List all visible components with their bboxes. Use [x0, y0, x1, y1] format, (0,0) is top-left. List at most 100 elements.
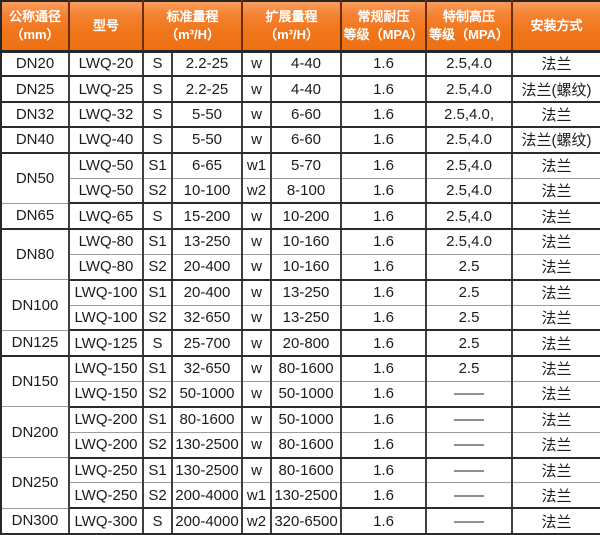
standard-range-cell: 20-400 — [172, 254, 244, 281]
extended-range-cell: 50-1000 — [271, 406, 343, 433]
normal-pressure-cell: 1.6 — [341, 228, 428, 255]
table-row: LWQ-200 S2 130-2500 w 80-1600 1.6 —— 法兰 — [1, 432, 600, 459]
model-cell: LWQ-150 — [69, 381, 144, 408]
high-pressure-cell: 2.5,4.0 — [426, 228, 514, 255]
diameter-cell: DN40 — [1, 127, 70, 154]
installation-cell: 法兰 — [512, 203, 600, 230]
installation-cell: 法兰 — [512, 178, 600, 205]
extended-range-cell: 80-1600 — [271, 457, 343, 484]
extended-range-cell: 5-70 — [271, 152, 343, 179]
diameter-cell: DN200 — [1, 406, 70, 458]
standard-range-cell: 2.2-25 — [172, 51, 244, 78]
extended-code-cell: w1 — [242, 152, 273, 179]
standard-range-cell: 10-100 — [172, 178, 244, 205]
table-body: DN20 LWQ-20 S 2.2-25 w 4-40 1.6 2.5,4.0 法兰 DN25 LW… — [1, 51, 600, 535]
extended-code-cell: w — [242, 330, 273, 357]
col-header-extended-range: 扩展量程 （m³/H） — [242, 1, 343, 53]
installation-cell: 法兰 — [512, 305, 600, 332]
table-row: DN100 LWQ-100 S1 20-400 w 13-250 1.6 2.5 法兰 — [1, 279, 600, 331]
standard-code-cell: S2 — [143, 381, 173, 408]
extended-range-cell: 320-6500 — [271, 508, 343, 535]
extended-code-cell: w2 — [242, 508, 273, 535]
table-row: DN20 LWQ-20 S 2.2-25 w 4-40 1.6 2.5,4.0 法兰 — [1, 51, 600, 78]
diameter-cell: DN20 — [1, 51, 70, 78]
standard-range-cell: 80-1600 — [172, 406, 244, 433]
standard-code-cell: S1 — [143, 355, 173, 382]
extended-code-cell: w — [242, 355, 273, 382]
extended-code-cell: w — [242, 228, 273, 255]
standard-code-cell: S — [143, 330, 173, 357]
diameter-cell: DN300 — [1, 508, 70, 535]
extended-code-cell: w — [242, 432, 273, 459]
high-pressure-cell: 2.5 — [426, 254, 514, 281]
diameter-cell: DN65 — [1, 203, 70, 230]
table-row: LWQ-150 S2 50-1000 w 50-1000 1.6 —— 法兰 — [1, 381, 600, 408]
standard-code-cell: S2 — [143, 178, 173, 205]
normal-pressure-cell: 1.6 — [341, 330, 428, 357]
installation-cell: 法兰(螺纹) — [512, 127, 600, 154]
standard-code-cell: S — [143, 127, 173, 154]
model-cell: LWQ-100 — [69, 305, 144, 332]
model-cell: LWQ-32 — [69, 101, 144, 129]
normal-pressure-cell: 1.6 — [341, 482, 428, 510]
standard-code-cell: S — [143, 51, 173, 78]
diameter-cell: DN80 — [1, 228, 70, 281]
standard-code-cell: S2 — [143, 482, 173, 510]
standard-range-cell: 25-700 — [172, 330, 244, 357]
installation-cell: 法兰 — [512, 254, 600, 281]
model-cell: LWQ-150 — [69, 355, 144, 382]
high-pressure-cell: —— — [426, 508, 514, 535]
installation-cell: 法兰 — [512, 228, 600, 255]
normal-pressure-cell: 1.6 — [341, 152, 428, 179]
col-header-standard-range: 标准量程 （m³/H） — [143, 1, 244, 53]
model-cell: LWQ-200 — [69, 406, 144, 433]
normal-pressure-cell: 1.6 — [341, 279, 428, 306]
extended-code-cell: w — [242, 406, 273, 433]
table-row: DN300 LWQ-300 S 200-4000 w2 320-6500 1.6 —— 法兰 — [1, 508, 600, 535]
table-row: DN150 LWQ-150 S1 32-650 w 80-1600 1.6 2.5 法兰 — [1, 355, 600, 408]
col-header-diameter: 公称通径 （mm） — [1, 1, 70, 53]
diameter-cell: DN125 — [1, 330, 70, 357]
model-cell: LWQ-100 — [69, 279, 144, 306]
high-pressure-cell: 2.5,4.0, — [426, 101, 514, 129]
table-row: DN80 LWQ-80 S1 13-250 w 10-160 1.6 2.5,4.0 法兰 — [1, 228, 600, 281]
extended-code-cell: w — [242, 127, 273, 154]
table-row: DN250 LWQ-250 S1 130-2500 w 80-1600 1.6 —— 法兰 — [1, 457, 600, 509]
diameter-cell: DN100 — [1, 279, 70, 331]
col-header-high-pressure: 特制高压 等级（MPA） — [426, 1, 514, 53]
normal-pressure-cell: 1.6 — [341, 76, 428, 103]
installation-cell: 法兰 — [512, 406, 600, 433]
header-row: 公称通径 （mm） 型号 标准量程 （m³/H） 扩展量程 （m³/H） 常规耐… — [1, 1, 600, 53]
extended-code-cell: w2 — [242, 178, 273, 205]
extended-code-cell: w — [242, 457, 273, 484]
table-row: LWQ-250 S2 200-4000 w1 130-2500 1.6 —— 法兰 — [1, 482, 600, 510]
installation-cell: 法兰 — [512, 381, 600, 408]
model-cell: LWQ-25 — [69, 76, 144, 103]
table-row: DN200 LWQ-200 S1 80-1600 w 50-1000 1.6 —— 法兰 — [1, 406, 600, 458]
table-row: DN32 LWQ-32 S 5-50 w 6-60 1.6 2.5,4.0, 法兰 — [1, 101, 600, 129]
model-cell: LWQ-80 — [69, 254, 144, 281]
normal-pressure-cell: 1.6 — [341, 305, 428, 332]
extended-range-cell: 6-60 — [271, 127, 343, 154]
normal-pressure-cell: 1.6 — [341, 203, 428, 230]
normal-pressure-cell: 1.6 — [341, 508, 428, 535]
high-pressure-cell: 2.5 — [426, 355, 514, 382]
table-row: DN50 LWQ-50 S1 6-65 w1 5-70 1.6 2.5,4.0 法兰 — [1, 152, 600, 204]
standard-range-cell: 13-250 — [172, 228, 244, 255]
high-pressure-cell: 2.5 — [426, 279, 514, 306]
normal-pressure-cell: 1.6 — [341, 432, 428, 459]
normal-pressure-cell: 1.6 — [341, 127, 428, 154]
high-pressure-cell: 2.5,4.0 — [426, 203, 514, 230]
diameter-cell: DN32 — [1, 101, 70, 129]
installation-cell: 法兰 — [512, 432, 600, 459]
extended-range-cell: 13-250 — [271, 305, 343, 332]
standard-code-cell: S1 — [143, 457, 173, 484]
high-pressure-cell: 2.5 — [426, 330, 514, 357]
extended-range-cell: 13-250 — [271, 279, 343, 306]
model-cell: LWQ-250 — [69, 482, 144, 510]
standard-range-cell: 15-200 — [172, 203, 244, 230]
high-pressure-cell: 2.5 — [426, 305, 514, 332]
installation-cell: 法兰 — [512, 152, 600, 179]
